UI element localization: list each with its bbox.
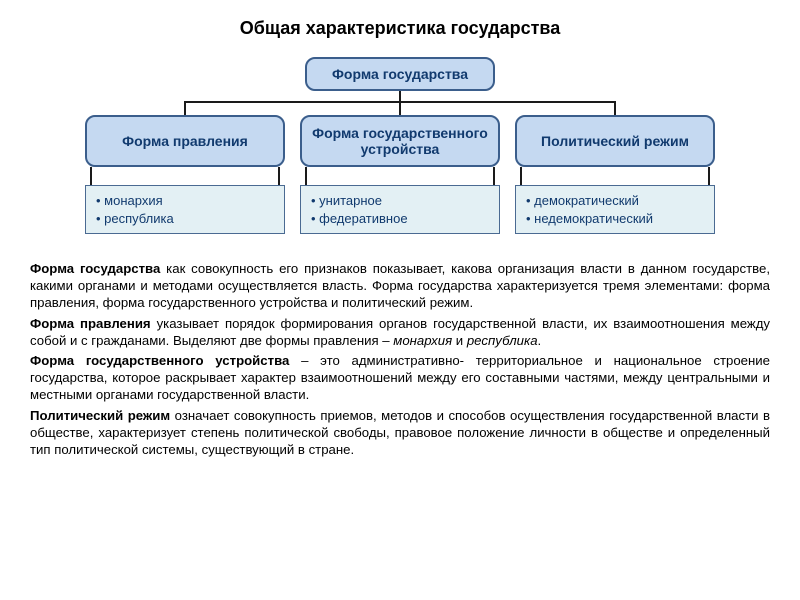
connector xyxy=(399,91,401,101)
term: Форма государственного устройства xyxy=(30,353,289,368)
page-title: Общая характеристика государства xyxy=(30,18,770,39)
connector xyxy=(399,101,401,115)
top-node: Форма государства xyxy=(305,57,495,91)
connector xyxy=(520,167,522,185)
connector xyxy=(278,167,280,185)
connector xyxy=(184,101,186,115)
leaf-item: • недемократический xyxy=(526,210,704,228)
connector xyxy=(708,167,710,185)
text: . xyxy=(538,333,542,348)
connector xyxy=(493,167,495,185)
paragraph-political-regime: Политический режим означает совокупность… xyxy=(30,408,770,459)
term: Форма правления xyxy=(30,316,151,331)
branch-node-form-of-government: Форма правления xyxy=(85,115,285,167)
connector xyxy=(305,167,307,185)
term-italic: республика xyxy=(467,333,538,348)
hierarchy-diagram: Форма государства Форма правления Форма … xyxy=(30,57,770,247)
text: и xyxy=(452,333,467,348)
leaf-item: • федеративное xyxy=(311,210,489,228)
definitions-block: Форма государства как совокупность его п… xyxy=(30,261,770,459)
leaf-box-monarchy-republic: • монархия • республика xyxy=(85,185,285,234)
branch-node-political-regime: Политический режим xyxy=(515,115,715,167)
leaf-item: • монархия xyxy=(96,192,274,210)
term: Политический режим xyxy=(30,408,170,423)
term-italic: монархия xyxy=(393,333,452,348)
paragraph-form-of-government: Форма правления указывает порядок формир… xyxy=(30,316,770,350)
term: Форма государства xyxy=(30,261,160,276)
leaf-box-unitary-federal: • унитарное • федеративное xyxy=(300,185,500,234)
leaf-item: • республика xyxy=(96,210,274,228)
leaf-box-democratic: • демократический • недемократический xyxy=(515,185,715,234)
branch-node-state-structure: Форма государственного устройства xyxy=(300,115,500,167)
paragraph-state-structure: Форма государственного устройства – это … xyxy=(30,353,770,404)
paragraph-form-of-state: Форма государства как совокупность его п… xyxy=(30,261,770,312)
connector xyxy=(90,167,92,185)
connector xyxy=(614,101,616,115)
leaf-item: • демократический xyxy=(526,192,704,210)
leaf-item: • унитарное xyxy=(311,192,489,210)
